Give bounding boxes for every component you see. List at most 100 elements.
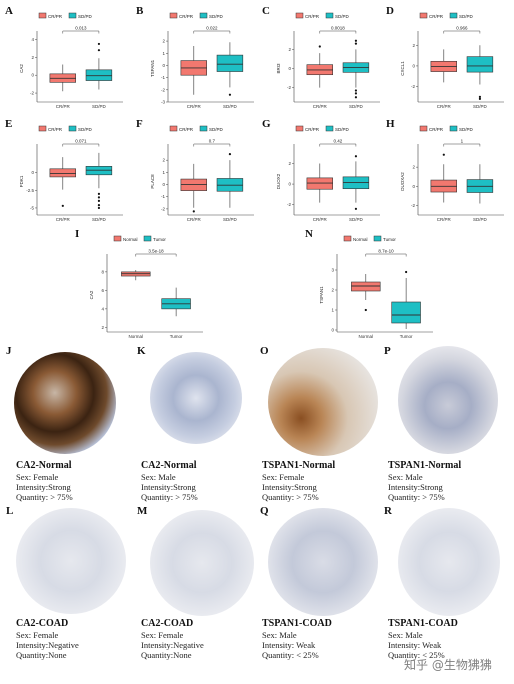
y-tick-label: 2	[412, 165, 415, 170]
legend-label-1: CR/PR	[429, 14, 444, 19]
panel-letter: C	[262, 5, 270, 17]
box-sd-pd: SD/PD	[466, 164, 494, 222]
y-tick-label: 0	[162, 182, 165, 187]
legend-swatch-2	[449, 12, 458, 19]
axes: 0 1 2 3 TSPAN1	[319, 254, 433, 333]
legend: CR/PR SD/PD	[419, 125, 474, 132]
outlier-point	[354, 155, 358, 158]
histology-detail: Quantity: > 75%	[16, 492, 73, 502]
box-sd-pd: SD/PD	[342, 155, 370, 222]
box-cr-pr: CR/PR	[306, 45, 334, 109]
y-tick-label: 6	[101, 288, 104, 293]
outlier-point	[405, 270, 408, 274]
legend-label-2: SD/PD	[78, 14, 93, 19]
outlier-point	[97, 204, 101, 207]
legend-swatch-2	[449, 125, 458, 132]
legend-label-1: CR/PR	[429, 127, 444, 132]
panel-letter: G	[262, 118, 271, 130]
histology-detail: Intensity:Strong	[141, 482, 196, 492]
tissue-micrograph	[16, 508, 126, 614]
legend-swatch-1	[169, 12, 178, 19]
box-body	[216, 54, 244, 72]
pvalue-label: 0.013	[75, 26, 87, 31]
panel-letter: E	[5, 118, 13, 130]
boxplot-svg: CR/PR SD/PD -2 0 2 CXCL1 CR/PR SD/PD 0.966	[400, 12, 504, 109]
legend: CR/PR SD/PD	[295, 12, 350, 19]
tissue-micrograph	[150, 510, 254, 616]
pvalue-label: 0.7	[209, 139, 216, 144]
box-sd-pd: SD/PD	[85, 42, 113, 109]
pvalue-label: 0.0018	[331, 26, 345, 31]
y-tick-label: -2	[287, 85, 291, 90]
y-axis-label: CA2	[19, 64, 24, 73]
x-tick-label: CR/PR	[437, 104, 452, 109]
histology-letter: K	[137, 345, 146, 357]
legend-swatch-2	[68, 12, 77, 19]
y-tick-label: 2	[31, 55, 34, 60]
histology-detail: Intensity:Negative	[141, 640, 204, 650]
x-tick-label: CR/PR	[56, 217, 71, 222]
histology-letter: L	[6, 505, 14, 517]
pvalue-label: 0.966	[456, 26, 468, 31]
histology-detail: Intensity:Strong	[262, 482, 317, 492]
pvalue-bracket: 0.0018	[319, 26, 357, 34]
outlier-point	[192, 210, 195, 213]
legend-swatch-2	[325, 125, 334, 132]
legend-label-1: CR/PR	[179, 127, 194, 132]
box-normal: Normal	[121, 270, 151, 339]
y-axis-label: BRI3	[276, 63, 281, 74]
y-tick-label: 0	[162, 63, 165, 68]
histology-detail: Quantity: > 75%	[388, 492, 445, 502]
outlier-point	[97, 192, 101, 195]
box-body	[391, 301, 421, 324]
histology-title: TSPAN1-Normal	[262, 460, 336, 471]
panel-letter: B	[136, 5, 144, 17]
histology-detail: Sex: Male	[388, 472, 423, 482]
x-tick-label: SD/PD	[223, 217, 238, 222]
legend-label-1: CR/PR	[48, 127, 63, 132]
legend: CR/PR SD/PD	[419, 12, 474, 19]
x-tick-label: SD/PD	[473, 217, 488, 222]
box-cr-pr: CR/PR	[180, 163, 208, 222]
histology-letter: R	[384, 505, 392, 517]
legend: CR/PR SD/PD	[38, 12, 93, 19]
y-tick-label: 1	[162, 51, 165, 56]
histology-detail: Sex: Male	[388, 630, 423, 640]
histology-detail: Intensity:Strong	[16, 482, 71, 492]
histology-letter: O	[260, 345, 269, 357]
legend-swatch-1	[295, 12, 304, 19]
y-tick-label: -2	[411, 84, 415, 89]
boxplot-svg: CR/PR SD/PD -5 -2.5 0 PDK1 CR/PR SD/PD 0.071	[19, 125, 123, 222]
y-tick-label: -1	[161, 194, 165, 199]
outlier-point	[228, 93, 232, 96]
pvalue-bracket: 0.7	[193, 139, 231, 147]
histology-letter: Q	[260, 505, 269, 517]
legend-swatch-1	[343, 235, 352, 242]
histology-title: CA2-Normal	[16, 460, 72, 471]
panel-letter: N	[305, 228, 313, 240]
histology-detail: Sex: Female	[262, 472, 305, 482]
legend-label-1: CR/PR	[48, 14, 63, 19]
tissue-micrograph	[268, 348, 378, 456]
pvalue-bracket: 1	[443, 139, 481, 147]
legend: CR/PR SD/PD	[38, 125, 93, 132]
y-tick-label: 1	[162, 170, 165, 175]
legend-swatch-1	[295, 125, 304, 132]
histology-title: TSPAN1-COAD	[388, 618, 458, 629]
y-tick-label: 3	[331, 268, 334, 273]
histology-detail: Sex: Male	[262, 630, 297, 640]
y-axis-label: TSPAN1	[319, 286, 324, 304]
outlier-point	[97, 42, 101, 46]
pvalue-label: 3.5e-18	[148, 249, 164, 254]
axes: -5 -2.5 0 PDK1	[19, 144, 123, 216]
pvalue-bracket: 0.013	[62, 26, 100, 34]
boxplot-svg: CR/PR SD/PD -2 0 2 DUOX2 CR/PR SD/PD 0.42	[276, 125, 380, 222]
legend-label-1: Normal	[353, 237, 368, 242]
y-tick-label: 2	[162, 158, 165, 163]
box-cr-pr: CR/PR	[430, 153, 458, 222]
legend-swatch-1	[419, 125, 428, 132]
box-cr-pr: CR/PR	[49, 64, 77, 109]
pvalue-bracket: 3.5e-18	[135, 249, 177, 257]
legend: Normal Tumor	[113, 235, 166, 242]
x-tick-label: Normal	[129, 334, 144, 339]
